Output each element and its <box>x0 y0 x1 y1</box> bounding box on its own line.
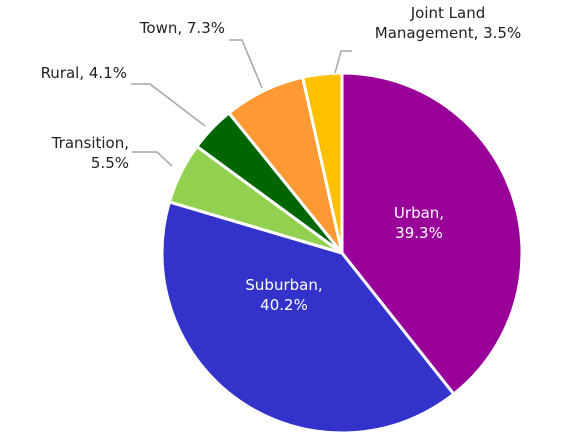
leader-line <box>132 151 173 167</box>
data-label: Town, 7.3% <box>139 19 225 37</box>
data-label-line: 5.5% <box>91 154 129 172</box>
data-label-line: Transition, <box>51 134 129 152</box>
data-label: Transition, 5.5% <box>51 134 129 172</box>
data-label-line: Rural, 4.1% <box>41 64 127 82</box>
data-label-line: 40.2% <box>260 296 308 314</box>
data-label-line: 39.3% <box>395 224 443 242</box>
leader-line <box>229 39 263 89</box>
data-label-line: Suburban, <box>245 276 322 294</box>
pie-slice <box>160 200 456 433</box>
data-label-line: Joint Land <box>410 4 486 22</box>
data-label: Suburban, 40.2% <box>245 276 322 314</box>
data-label: Rural, 4.1% <box>41 64 127 82</box>
data-label: Urban, 39.3% <box>394 204 444 242</box>
leader-line <box>131 83 206 127</box>
data-label: Joint Land Management, 3.5% <box>375 4 521 42</box>
leader-line <box>334 50 352 74</box>
pie-slice <box>340 71 524 397</box>
pie-slice <box>300 71 344 254</box>
data-label-line: Management, 3.5% <box>375 24 521 42</box>
data-label-line: Urban, <box>394 204 444 222</box>
data-label-line: Town, 7.3% <box>139 19 225 37</box>
